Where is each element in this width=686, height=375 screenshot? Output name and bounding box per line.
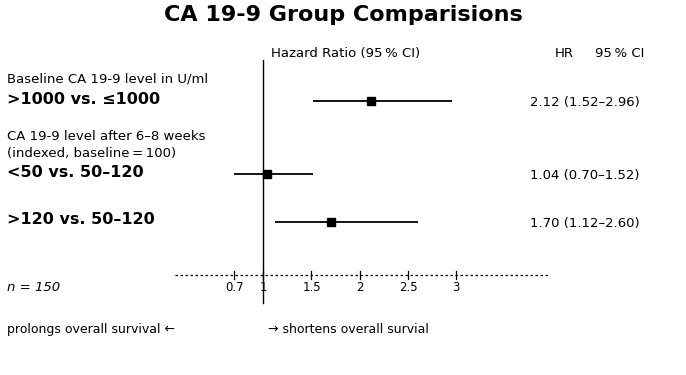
Text: 1.5: 1.5 [302, 281, 321, 294]
Text: 0.7: 0.7 [225, 281, 244, 294]
Text: 2.12 (1.52–2.96): 2.12 (1.52–2.96) [530, 96, 640, 109]
Text: 95 % CI: 95 % CI [595, 47, 644, 60]
Text: CA 19-9 Group Comparisions: CA 19-9 Group Comparisions [164, 5, 522, 25]
Text: n = 150: n = 150 [7, 281, 60, 294]
Text: (indexed, baseline = 100): (indexed, baseline = 100) [7, 147, 176, 160]
Text: 1: 1 [259, 281, 267, 294]
Text: 2.5: 2.5 [399, 281, 417, 294]
Text: 2: 2 [356, 281, 364, 294]
Text: 1.04 (0.70–1.52): 1.04 (0.70–1.52) [530, 169, 639, 182]
Text: CA 19-9 level after 6–8 weeks: CA 19-9 level after 6–8 weeks [7, 130, 206, 143]
Text: → shortens overall survial: → shortens overall survial [268, 323, 429, 336]
Text: HR: HR [555, 47, 574, 60]
Text: >1000 vs. ≤1000: >1000 vs. ≤1000 [7, 92, 160, 107]
Text: >120 vs. 50–120: >120 vs. 50–120 [7, 212, 155, 227]
Text: Hazard Ratio (95 % CI): Hazard Ratio (95 % CI) [271, 47, 420, 60]
Text: 1.70 (1.12–2.60): 1.70 (1.12–2.60) [530, 217, 639, 230]
Text: Baseline CA 19-9 level in U/ml: Baseline CA 19-9 level in U/ml [7, 73, 208, 86]
Text: 3: 3 [453, 281, 460, 294]
Text: <50 vs. 50–120: <50 vs. 50–120 [7, 165, 143, 180]
Text: prolongs overall survival ←: prolongs overall survival ← [7, 323, 175, 336]
